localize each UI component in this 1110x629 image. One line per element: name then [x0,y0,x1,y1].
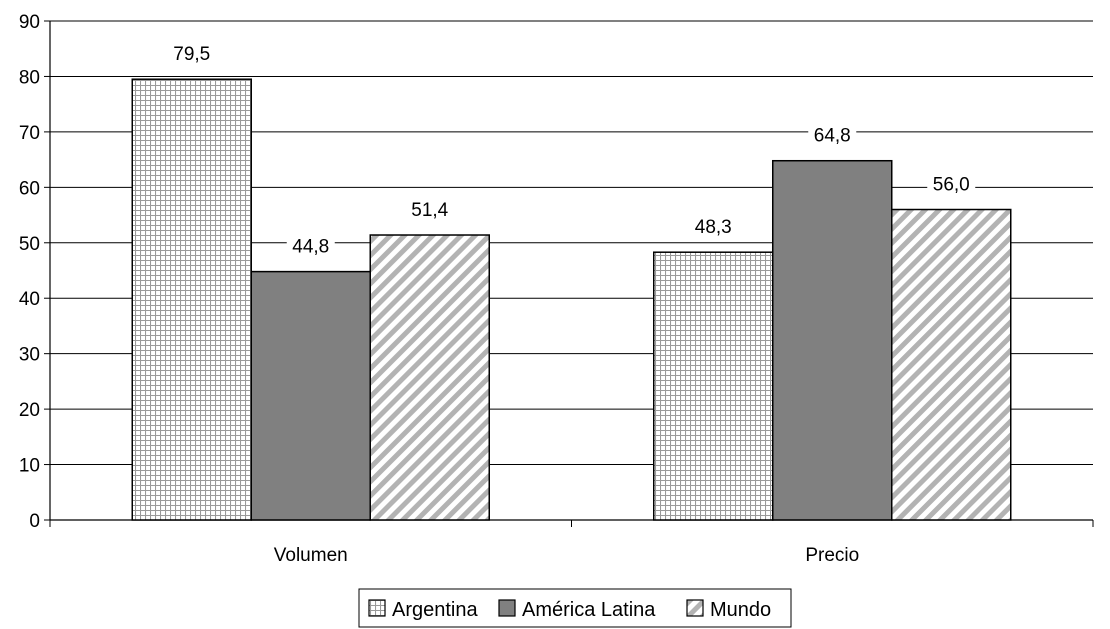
legend: Argentina América Latina Mundo [358,588,792,628]
y-tick-label: 10 [19,456,40,477]
data-label-bg [927,172,976,197]
y-tick-label: 70 [19,123,40,144]
bar-mundo-volumen [369,234,490,521]
legend-label: América Latina [522,599,656,621]
y-tick-label: 20 [19,400,40,421]
data-label: 51,4 [411,200,448,221]
bar-amrica-latina-volumen [250,270,371,521]
x-tick-label: Precio [805,545,859,566]
data-label-bg [167,42,216,67]
legend-swatch [368,599,386,617]
data-label-bg [286,234,335,259]
y-tick-label: 50 [19,234,40,255]
legend-label: Argentina [392,599,478,621]
legend-box [358,588,792,628]
data-labels: 79,5 44,8 51,4 48,3 64,8 56,0 [167,42,976,259]
y-tick-label: 40 [19,289,40,310]
data-label-bg [808,123,857,148]
bar-argentina-volumen [131,78,252,521]
y-tick-label: 80 [19,67,40,88]
bar-amrica-latina-precio [772,159,893,521]
y-tick-label: 0 [29,511,40,532]
data-label: 44,8 [292,237,329,258]
data-label-bg [405,198,454,223]
data-label-bg [689,215,738,240]
axes: 0 10 20 30 40 50 60 70 80 90 Volumen Precio [19,12,1094,566]
bars [131,78,1012,521]
data-label: 79,5 [173,44,210,65]
y-tick-label: 90 [19,12,40,33]
bar-argentina-precio [653,251,774,521]
data-label: 64,8 [814,126,851,147]
data-label: 56,0 [933,175,970,196]
legend-label: Mundo [710,599,771,621]
y-tick-label: 60 [19,178,40,199]
x-tick-label: Volumen [274,545,348,566]
bar-mundo-precio [891,208,1012,521]
legend-swatch [686,599,704,617]
data-label: 48,3 [695,217,732,238]
y-tick-label: 30 [19,345,40,366]
legend-swatch [498,599,516,617]
